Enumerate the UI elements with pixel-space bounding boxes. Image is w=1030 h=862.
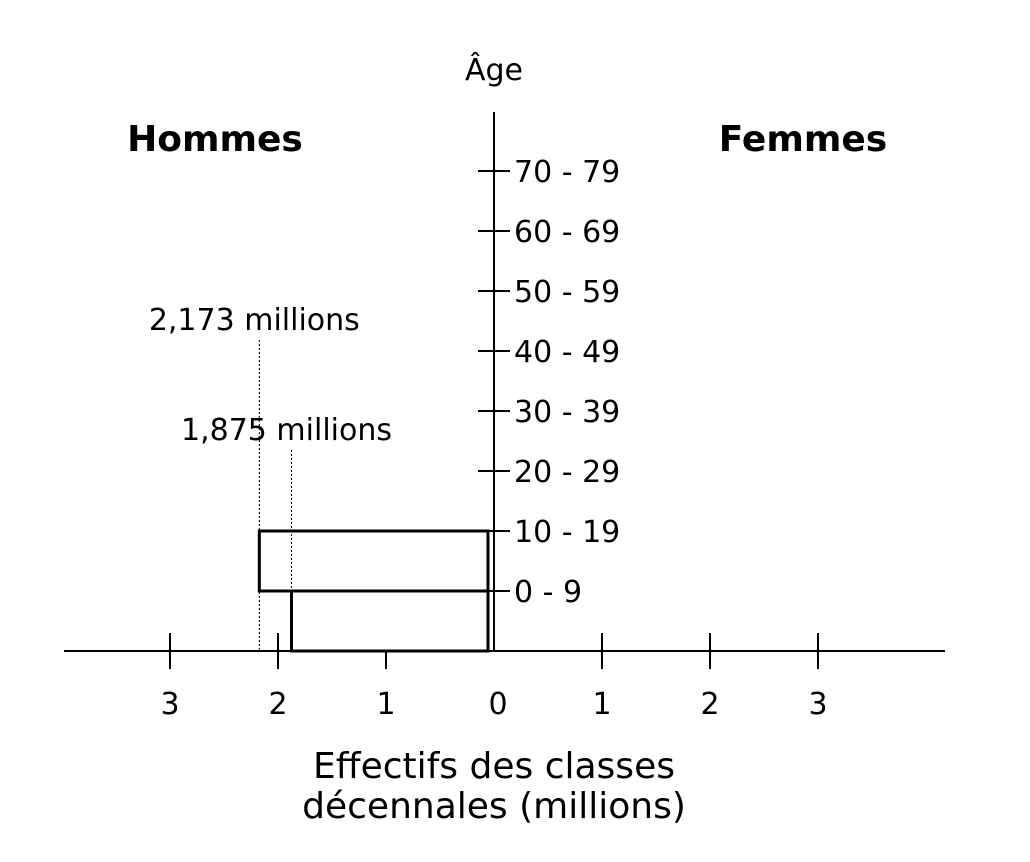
y-tick-label: 50 - 59 <box>514 275 620 310</box>
y-tick-label: 20 - 29 <box>514 455 620 490</box>
x-axis-title-line-2: décennales (millions) <box>302 786 686 827</box>
y-axis-title: Âge <box>465 52 523 88</box>
y-tick-label: 40 - 49 <box>514 335 620 370</box>
x-tick-label: 0 <box>488 687 507 722</box>
y-tick-label: 10 - 19 <box>514 515 620 550</box>
x-tick-label: 2 <box>268 687 287 722</box>
left-group-title: Hommes <box>127 119 303 160</box>
annotation-label: 2,173 millions <box>149 303 360 338</box>
x-tick-label: 2 <box>700 687 719 722</box>
y-tick-label: 60 - 69 <box>514 215 620 250</box>
annotations: 2,173 millions 1,875 millions <box>149 303 392 651</box>
x-tick-label: 1 <box>376 687 395 722</box>
x-tick-label: 3 <box>160 687 179 722</box>
y-tick-label: 70 - 79 <box>514 155 620 190</box>
bar-hommes <box>290 589 490 653</box>
y-tick-label: 0 - 9 <box>514 575 582 610</box>
bars <box>257 529 490 653</box>
y-tick-label: 30 - 39 <box>514 395 620 430</box>
annotation-label: 1,875 millions <box>181 413 392 448</box>
x-tick-label: 3 <box>808 687 827 722</box>
x-axis-title-line-1: Effectifs des classes <box>313 746 675 787</box>
x-tick-label: 1 <box>592 687 611 722</box>
right-group-title: Femmes <box>719 119 887 160</box>
y-axis-ticks: 0 - 9 10 - 19 20 - 29 30 - 39 40 - 49 50 - 59… <box>478 155 620 610</box>
x-axis-ticks: 3 2 1 0 1 2 3 <box>160 633 828 722</box>
bar-hommes <box>257 529 490 593</box>
